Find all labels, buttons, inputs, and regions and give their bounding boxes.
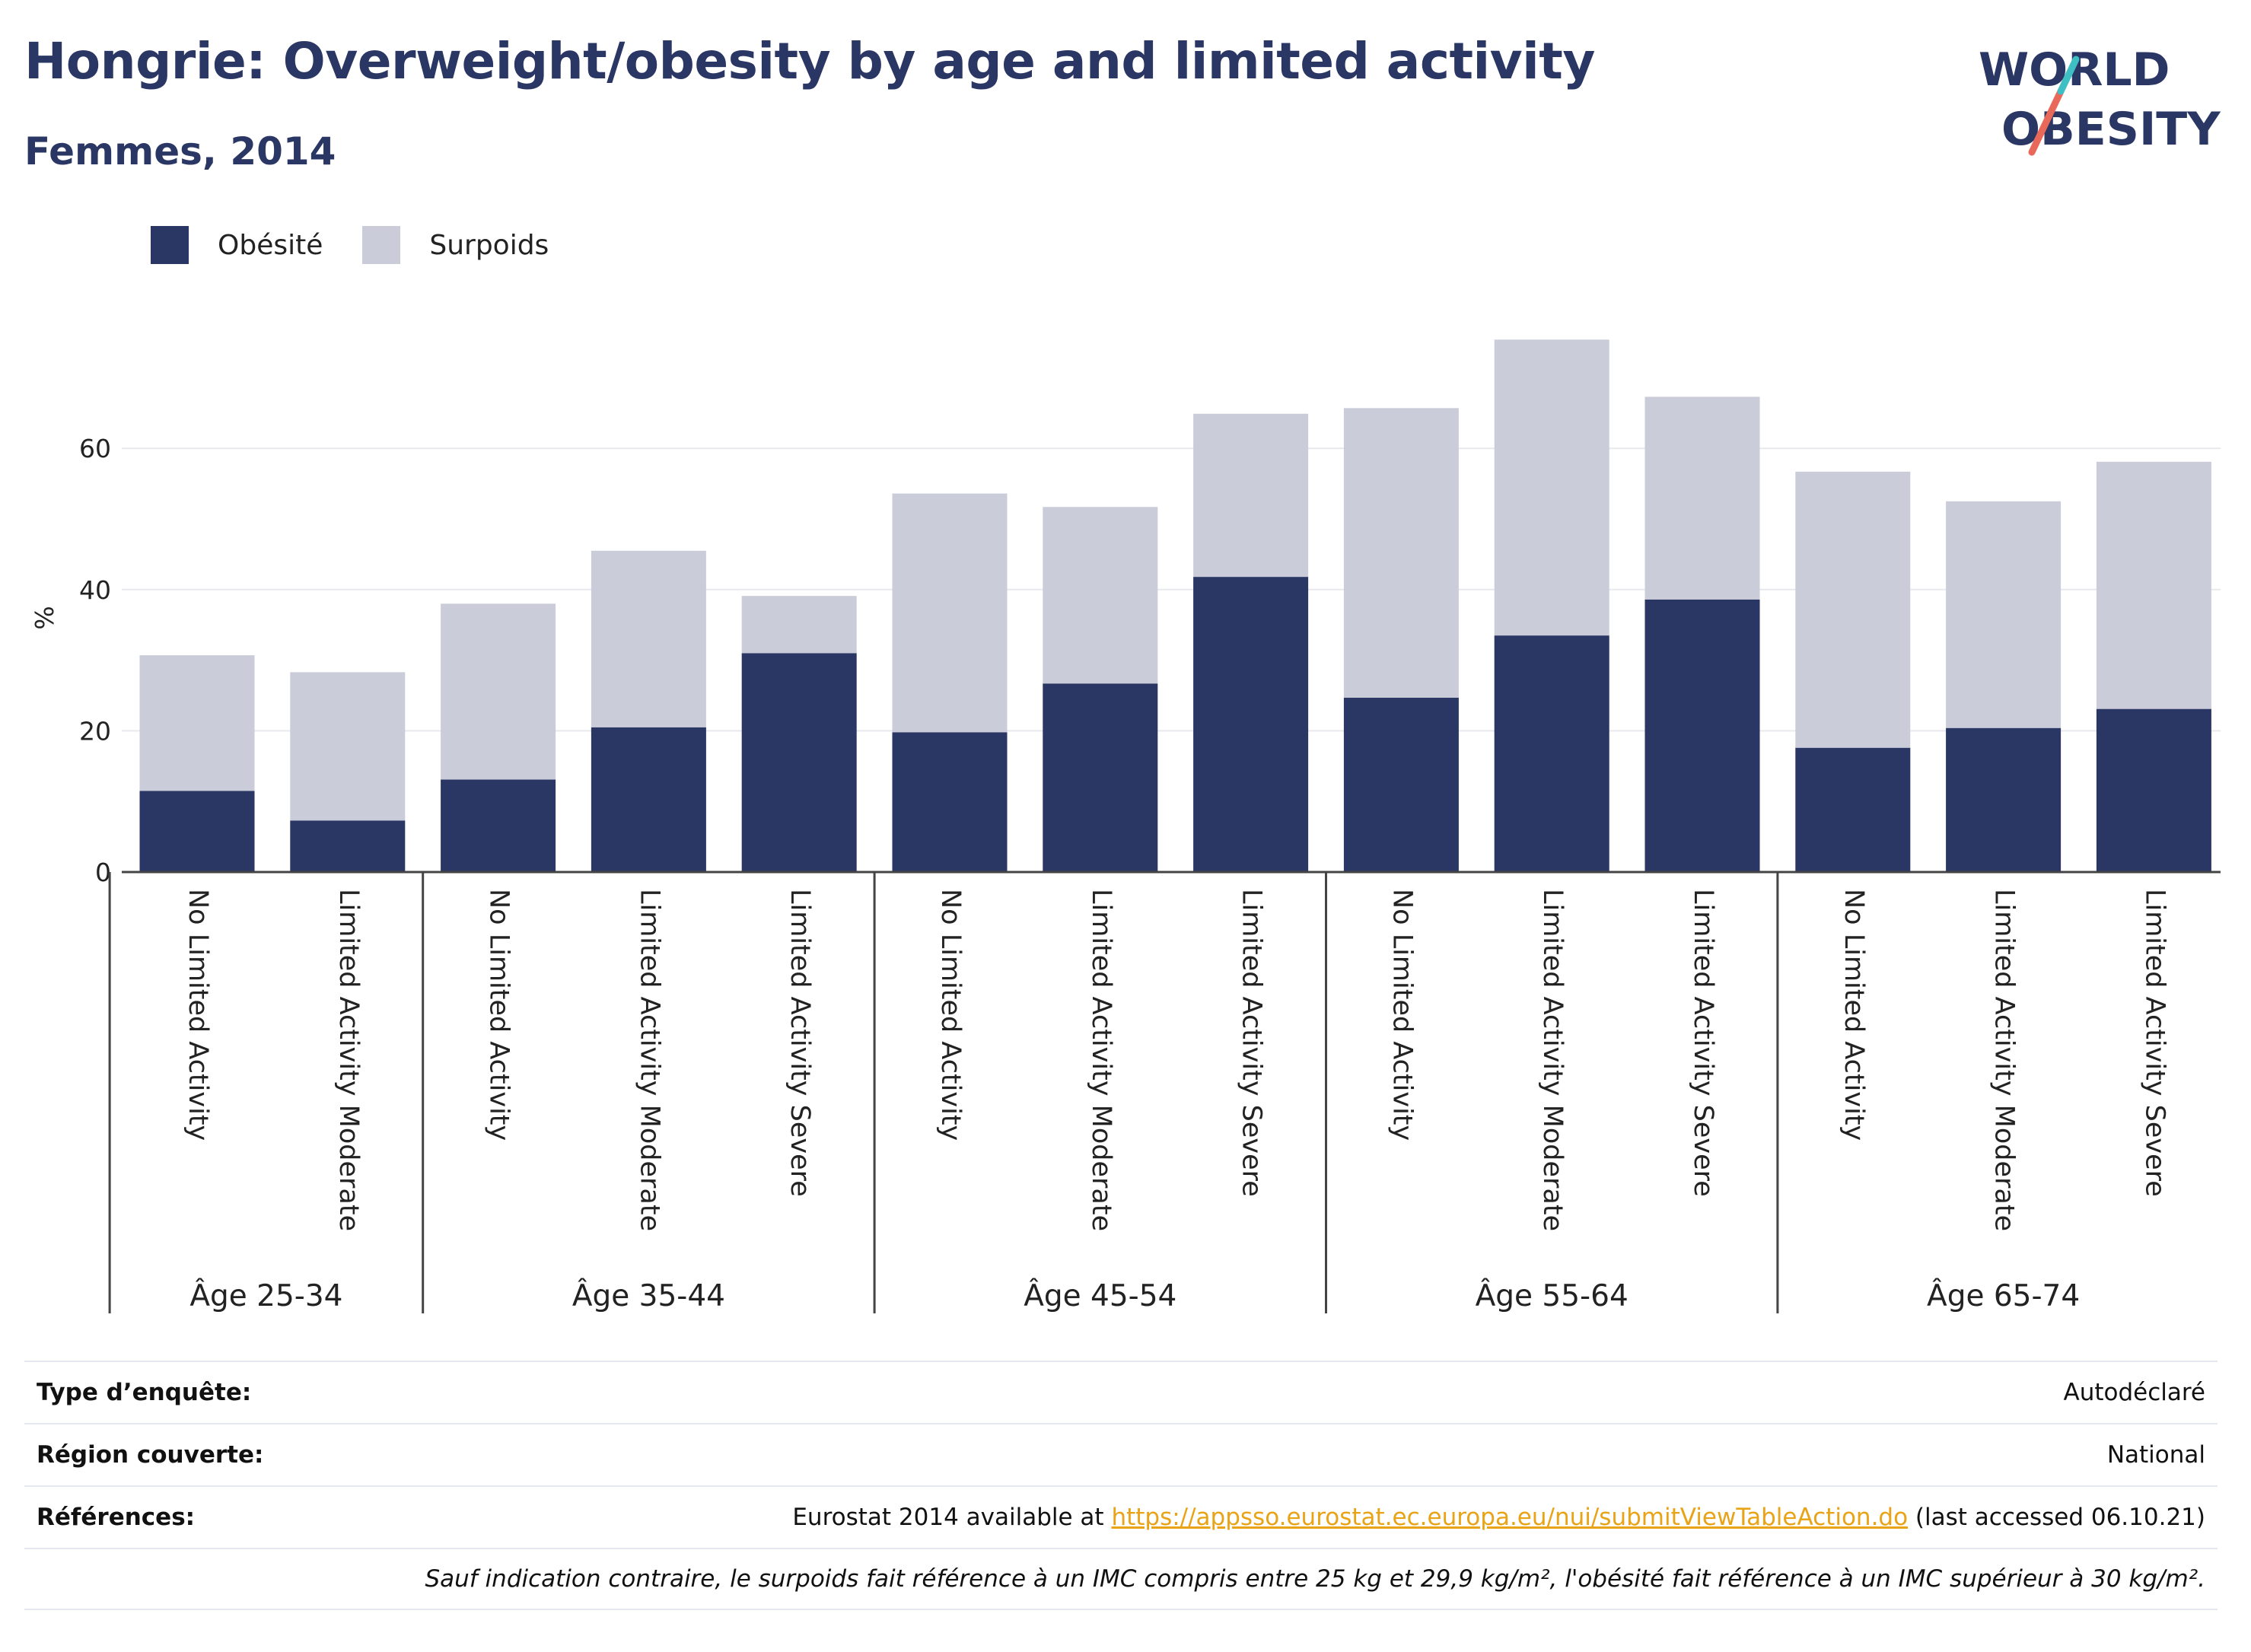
references-prefix: Eurostat 2014 available at <box>792 1504 1112 1531</box>
bar-surpoids <box>1343 408 1459 698</box>
info-table: Type d’enquête: Autodéclaré Région couve… <box>24 1361 2218 1610</box>
x-category-label: Limited Activity Severe <box>2139 889 2170 1197</box>
y-tick-label: 60 <box>79 434 111 463</box>
x-category-label: No Limited Activity <box>183 889 213 1141</box>
bar-obesite <box>1795 747 1911 872</box>
x-category-label: Limited Activity Severe <box>1237 889 1267 1197</box>
bar-obesite <box>139 791 255 872</box>
info-row-note: Sauf indication contraire, le surpoids f… <box>24 1548 2218 1610</box>
references-value: Eurostat 2014 available at https://appss… <box>792 1504 2205 1531</box>
y-tick-label: 40 <box>79 575 111 605</box>
x-group-label: Âge 35-44 <box>572 1278 725 1313</box>
legend-item-obesite[interactable]: Obésité <box>151 226 323 264</box>
info-row-references: Références: Eurostat 2014 available at h… <box>24 1485 2218 1548</box>
bar-surpoids <box>741 596 857 654</box>
references-label: Références: <box>37 1504 196 1531</box>
definition-note: Sauf indication contraire, le surpoids f… <box>425 1565 2205 1593</box>
legend-swatch-obesite <box>151 226 189 264</box>
y-axis-title: % <box>30 606 59 629</box>
x-category-label: No Limited Activity <box>935 889 966 1141</box>
bar-surpoids <box>290 672 406 821</box>
references-link[interactable]: https://appsso.eurostat.ec.europa.eu/nui… <box>1111 1504 1909 1531</box>
legend-label-surpoids: Surpoids <box>429 229 549 261</box>
bar-obesite <box>741 653 857 872</box>
x-category-label: Limited Activity Moderate <box>1989 889 2020 1231</box>
bar-obesite <box>1494 635 1609 872</box>
bar-surpoids <box>1795 471 1911 748</box>
bar-surpoids <box>591 550 706 727</box>
page-subtitle: Femmes, 2014 <box>24 129 336 173</box>
bar-surpoids <box>1193 413 1309 578</box>
bar-obesite <box>2096 708 2211 872</box>
info-row-region: Région couverte: National <box>24 1423 2218 1485</box>
x-group-label: Âge 25-34 <box>189 1278 342 1313</box>
bar-obesite <box>1343 697 1459 872</box>
x-category-label: Limited Activity Moderate <box>1537 889 1568 1231</box>
x-group-label: Âge 45-54 <box>1024 1278 1176 1313</box>
x-group-label: Âge 65-74 <box>1927 1278 2080 1313</box>
x-category-label: Limited Activity Severe <box>1688 889 1718 1197</box>
x-category-label: No Limited Activity <box>1387 889 1417 1141</box>
world-obesity-logo: WORLD OBESITY <box>1979 43 2221 156</box>
chart-legend: Obésité Surpoids <box>151 225 588 265</box>
legend-item-surpoids[interactable]: Surpoids <box>362 226 549 264</box>
bar-surpoids <box>1043 507 1158 684</box>
bar-surpoids <box>441 603 556 780</box>
survey-type-value: Autodéclaré <box>2063 1379 2205 1406</box>
x-group-label: Âge 55-64 <box>1476 1278 1629 1313</box>
bar-surpoids <box>139 655 255 791</box>
page-title: Hongrie: Overweight/obesity by age and l… <box>24 32 1595 91</box>
x-category-label: No Limited Activity <box>484 889 514 1141</box>
x-category-label: Limited Activity Moderate <box>634 889 664 1231</box>
bar-obesite <box>591 727 706 872</box>
y-tick-label: 20 <box>79 716 111 746</box>
region-label: Région couverte: <box>37 1441 264 1469</box>
x-category-label: Limited Activity Moderate <box>1086 889 1116 1231</box>
stacked-bar-chart: 0 20 40 60% No Limited Activity Limited Activ… <box>30 339 2221 1313</box>
bar-obesite <box>1193 577 1309 872</box>
svg-text:OBESITY: OBESITY <box>2001 103 2221 156</box>
x-category-label: Limited Activity Severe <box>785 889 815 1197</box>
x-category-label: Limited Activity Moderate <box>333 889 364 1231</box>
region-value: National <box>2106 1441 2205 1469</box>
references-suffix: (last accessed 06.10.21) <box>1908 1504 2205 1531</box>
y-tick-label: 0 <box>95 858 111 887</box>
bar-surpoids <box>1494 339 1609 636</box>
legend-swatch-surpoids <box>362 226 401 264</box>
bar-surpoids <box>892 493 1008 733</box>
survey-type-label: Type d’enquête: <box>37 1379 252 1406</box>
info-row-survey-type: Type d’enquête: Autodéclaré <box>24 1361 2218 1423</box>
bar-surpoids <box>2096 461 2211 709</box>
bar-surpoids <box>1644 396 1760 600</box>
bar-obesite <box>892 732 1008 872</box>
legend-label-obesite: Obésité <box>218 229 323 261</box>
bar-obesite <box>1644 599 1760 872</box>
bar-surpoids <box>1946 501 2062 728</box>
bar-obesite <box>1946 727 2062 872</box>
bar-obesite <box>441 779 556 872</box>
x-category-label: No Limited Activity <box>1839 889 1869 1141</box>
bar-obesite <box>290 820 406 872</box>
bar-obesite <box>1043 683 1158 872</box>
